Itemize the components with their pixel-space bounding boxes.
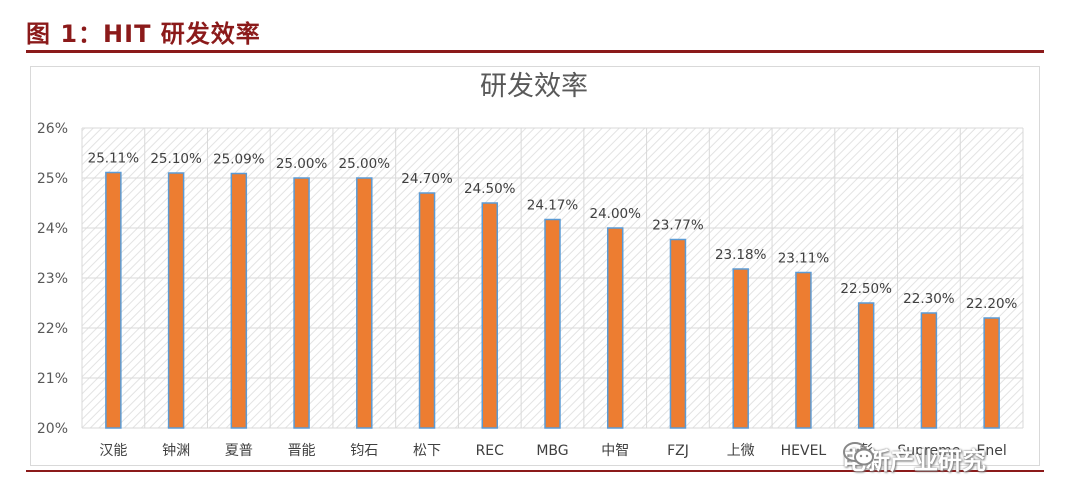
wechat-icon bbox=[843, 442, 874, 466]
data-label: 23.11% bbox=[778, 251, 830, 267]
data-label: 24.50% bbox=[464, 181, 516, 197]
data-label: 22.50% bbox=[840, 281, 892, 297]
bar bbox=[857, 302, 875, 429]
y-tick-label: 22% bbox=[37, 321, 68, 337]
bar bbox=[606, 227, 624, 429]
x-tick-label: 晋能 bbox=[288, 443, 316, 459]
bar bbox=[983, 317, 1000, 429]
data-label: 22.20% bbox=[966, 296, 1018, 312]
y-tick-label: 25% bbox=[37, 171, 68, 187]
x-tick-label: 夏普 bbox=[225, 443, 253, 459]
x-tick-label: 钟渊 bbox=[162, 442, 190, 459]
watermark: 电新产业研究 bbox=[842, 440, 986, 476]
x-tick-label: 上微 bbox=[727, 443, 755, 459]
bar bbox=[920, 312, 938, 429]
x-tick-label: REC bbox=[476, 443, 505, 459]
bar bbox=[356, 177, 373, 429]
bar bbox=[167, 172, 185, 429]
y-tick-label: 24% bbox=[37, 221, 68, 237]
data-label: 25.00% bbox=[276, 156, 328, 172]
x-tick-label: 松下 bbox=[413, 443, 441, 459]
x-tick-label: HEVEL bbox=[781, 443, 827, 459]
data-label: 25.11% bbox=[88, 151, 140, 167]
data-label: 23.77% bbox=[652, 218, 704, 234]
data-label: 23.18% bbox=[715, 247, 767, 263]
bar bbox=[732, 268, 749, 429]
data-label: 22.30% bbox=[903, 291, 955, 307]
x-tick-label: Enel bbox=[977, 443, 1007, 459]
bar bbox=[481, 202, 499, 429]
data-label: 24.17% bbox=[527, 198, 579, 214]
data-label: 25.10% bbox=[150, 151, 202, 167]
bottom-rule bbox=[26, 470, 1044, 472]
bar bbox=[105, 171, 122, 429]
y-tick-label: 21% bbox=[37, 371, 68, 387]
y-tick-label: 20% bbox=[37, 421, 68, 437]
bar bbox=[795, 271, 812, 429]
x-tick-label: FZJ bbox=[667, 443, 689, 459]
figure-caption: 图 1：HIT 研发效率 bbox=[26, 20, 261, 48]
chart-title: 研发效率 bbox=[480, 71, 588, 102]
data-label: 24.70% bbox=[401, 171, 453, 187]
bar bbox=[293, 177, 310, 429]
x-tick-label: 汉能 bbox=[99, 443, 127, 459]
bar bbox=[418, 192, 436, 429]
x-tick-label: 中智 bbox=[601, 443, 629, 459]
data-label: 25.09% bbox=[213, 152, 265, 168]
x-tick-label: 钧石 bbox=[350, 443, 378, 459]
data-label: 25.00% bbox=[339, 156, 391, 172]
y-tick-label: 23% bbox=[37, 271, 68, 287]
bar bbox=[230, 172, 248, 429]
y-tick-label: 26% bbox=[37, 121, 68, 137]
bar bbox=[544, 218, 561, 429]
x-tick-label: Supreme bbox=[897, 443, 960, 459]
bar bbox=[669, 238, 687, 429]
data-label: 24.00% bbox=[589, 206, 641, 222]
x-tick-label: MBG bbox=[536, 443, 568, 459]
caption-rule bbox=[26, 50, 1044, 53]
